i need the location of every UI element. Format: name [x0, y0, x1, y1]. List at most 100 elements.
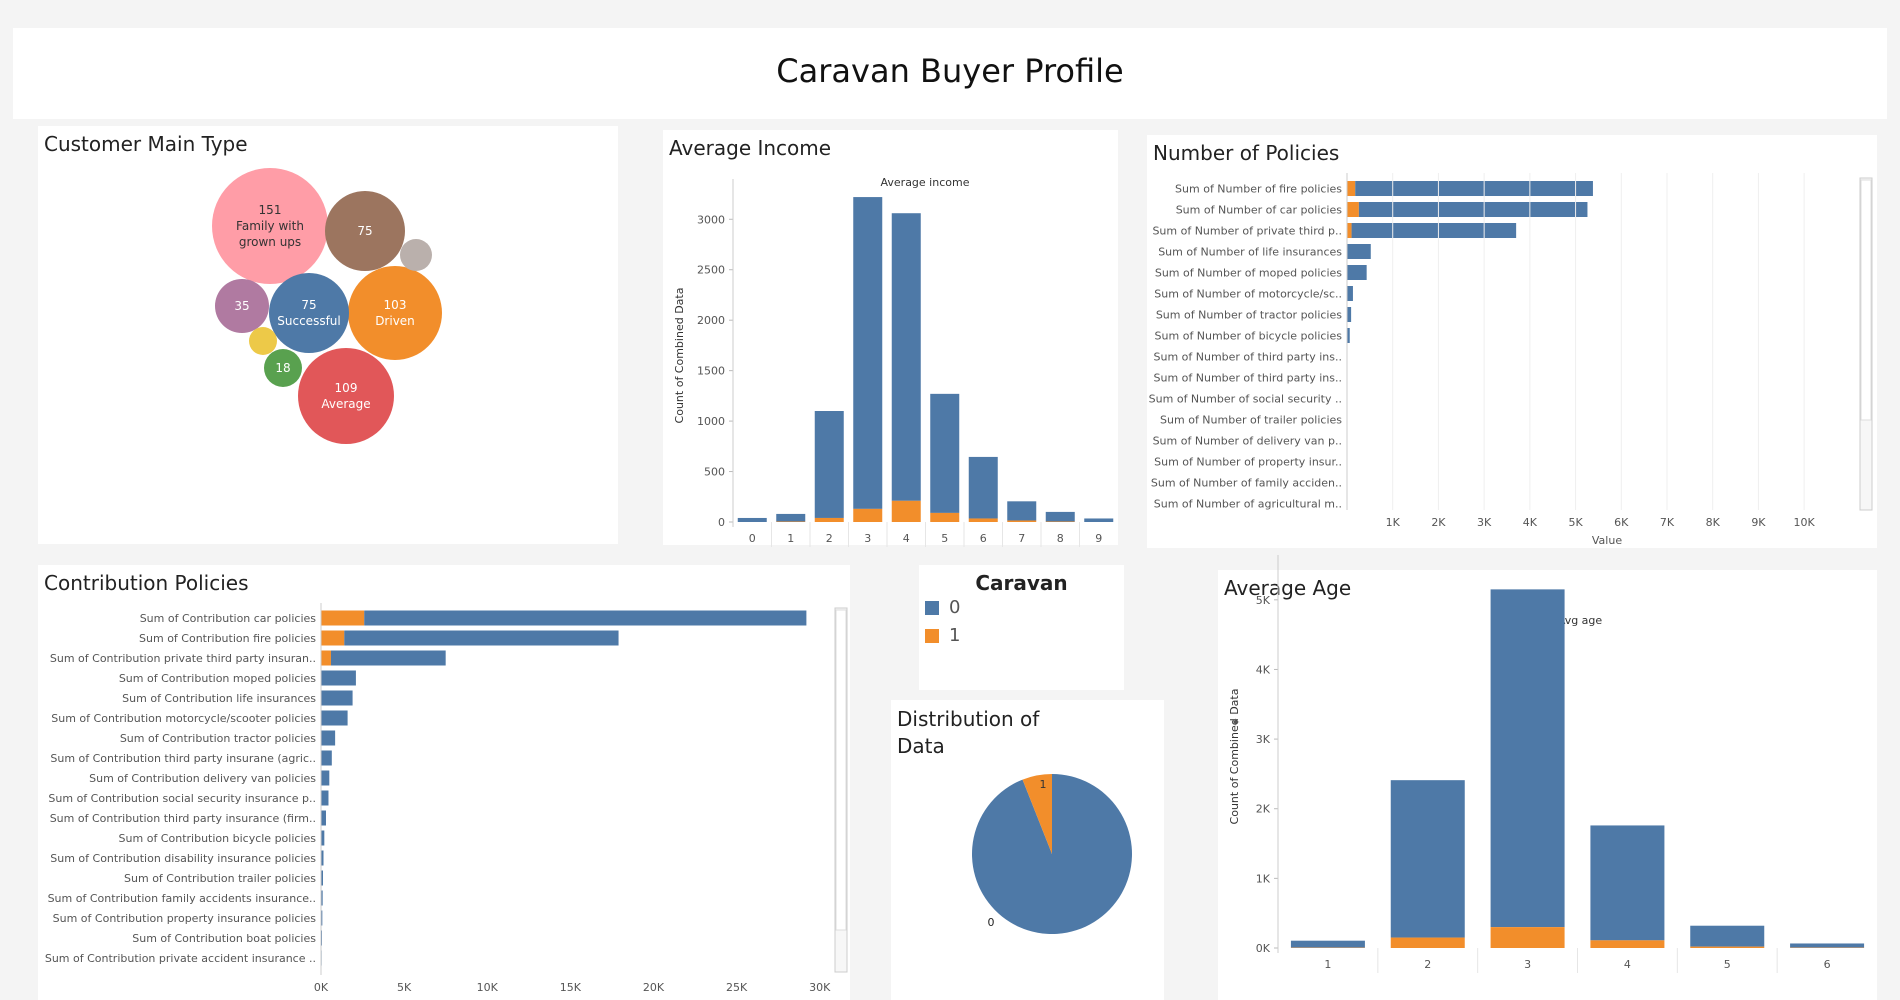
policies-x-tick-label: 5K [1568, 516, 1583, 529]
number-of-policies-title: Number of Policies [1153, 141, 1340, 165]
contribution-bar-class0 [321, 690, 353, 706]
income-y-tick-label: 500 [704, 466, 725, 479]
pie-label-1: 1 [1040, 778, 1047, 791]
income-bar-class1 [853, 508, 883, 522]
age-y-axis-label: Count of Combined Data [1228, 689, 1241, 825]
income-y-tick-label: 3000 [697, 213, 725, 226]
contribution-category-label: Sum of Contribution third party insuranc… [50, 812, 316, 825]
income-x-tick-label: 3 [864, 532, 871, 545]
age-x-tick-label: 3 [1524, 958, 1531, 971]
age-bar-class0 [1290, 940, 1365, 948]
number-of-policies-panel: Number of Policies Sum of Number of fire… [1147, 135, 1877, 548]
bubble [348, 266, 442, 360]
average-income-panel: Average Income Average income Count of Co… [663, 130, 1118, 547]
policies-x-tick-label: 1K [1386, 516, 1401, 529]
income-x-tick-label: 1 [787, 532, 794, 545]
age-y-tick-label: 5K [1256, 594, 1271, 607]
contribution-policies-panel: Contribution Policies Sum of Contributio… [38, 565, 850, 1000]
policies-category-label: Sum of Number of private third p.. [1152, 225, 1342, 238]
contribution-x-tick-label: 15K [560, 981, 582, 994]
contribution-x-tick-label: 5K [397, 981, 412, 994]
bubble-value: 103 [384, 298, 407, 312]
policies-category-label: Sum of Number of family acciden.. [1151, 477, 1342, 490]
policies-bar-class0 [1351, 223, 1517, 238]
policies-category-label: Sum of Number of agricultural m.. [1154, 498, 1342, 511]
income-bar-class1 [776, 521, 806, 522]
age-x-tick-label: 1 [1324, 958, 1331, 971]
policies-category-label: Sum of Number of bicycle policies [1155, 330, 1343, 343]
age-x-tick-label: 2 [1424, 958, 1431, 971]
age-pin-icon: ✦ [1231, 716, 1240, 729]
bubble-value: 35 [234, 299, 249, 313]
contribution-x-tick-label: 25K [726, 981, 748, 994]
legend-swatch-0 [925, 600, 939, 615]
policies-category-label: Sum of Number of moped policies [1155, 267, 1342, 280]
contribution-bar-class1 [321, 610, 365, 626]
income-x-tick-label: 6 [980, 532, 987, 545]
policies-scrollbar-thumb [1860, 179, 1872, 421]
dashboard-title: Caravan Buyer Profile [776, 52, 1124, 90]
contribution-bar-class0 [321, 850, 324, 866]
income-y-tick-label: 2500 [697, 264, 725, 277]
contribution-category-label: Sum of Contribution moped policies [119, 672, 316, 685]
income-y-tick-label: 0 [718, 516, 725, 529]
number-of-policies-chart: Sum of Number of fire policies Sum of Num… [1149, 173, 1873, 547]
income-x-tick-label: 8 [1057, 532, 1064, 545]
contribution-bar-class0 [321, 810, 326, 826]
income-bar-class0 [968, 456, 998, 519]
contribution-category-label: Sum of Contribution trailer policies [124, 872, 316, 885]
policies-bar-class1 [1347, 181, 1356, 196]
contribution-bar-class0 [321, 790, 329, 806]
bubble-value: 75 [301, 298, 316, 312]
policies-category-label: Sum of Number of third party ins.. [1153, 351, 1342, 364]
policies-bar-class0 [1347, 307, 1352, 322]
bubble-label: Average [321, 397, 370, 411]
policies-bar-class0 [1355, 181, 1593, 196]
age-bar-class1 [1490, 927, 1565, 948]
policies-x-tick-label: 7K [1660, 516, 1675, 529]
income-bar-class0 [1007, 501, 1037, 521]
average-income-chart: Average income Count of Combined Data 0 500… [673, 176, 1114, 547]
customer-main-type-bubble-chart: 151 Family with grown ups 109 Average 103 Driv… [212, 168, 442, 444]
income-bar-class0 [776, 513, 806, 522]
age-bar-class1 [1690, 946, 1765, 948]
policies-category-label: Sum of Number of fire policies [1175, 183, 1342, 196]
policies-category-label: Sum of Number of trailer policies [1160, 414, 1342, 427]
policies-category-label: Sum of Number of life insurances [1158, 246, 1342, 259]
policies-x-tick-label: 6K [1614, 516, 1629, 529]
contribution-x-tick-label: 10K [477, 981, 499, 994]
contribution-category-label: Sum of Contribution disability insurance… [50, 852, 316, 865]
legend-item-1[interactable]: 1 [925, 625, 960, 646]
age-y-tick-label: 4K [1256, 663, 1271, 676]
policies-bar-class0 [1347, 244, 1371, 259]
age-y-tick-label: 1K [1256, 872, 1271, 885]
bubble-value: 109 [335, 381, 358, 395]
contribution-bar-class0 [321, 670, 356, 686]
income-y-axis-label: Count of Combined Data [673, 288, 686, 424]
age-bar-class1 [1590, 940, 1665, 948]
bubble [298, 348, 394, 444]
legend-item-0[interactable]: 0 [925, 597, 960, 618]
policies-x-tick-label: 4K [1523, 516, 1538, 529]
policies-bar-class0 [1347, 286, 1353, 301]
policies-bar-class1 [1347, 202, 1359, 217]
contribution-bar-class0 [321, 730, 336, 746]
income-x-tick-label: 0 [749, 532, 756, 545]
contribution-category-label: Sum of Contribution third party insurane… [50, 752, 316, 765]
income-bar-class0 [1045, 511, 1075, 522]
contribution-category-label: Sum of Contribution fire policies [139, 632, 316, 645]
policies-x-tick-label: 3K [1477, 516, 1492, 529]
contribution-category-label: Sum of Contribution social security insu… [48, 792, 316, 805]
income-y-tick-label: 1000 [697, 415, 725, 428]
distribution-title: Distribution of Data [897, 707, 1040, 758]
income-bar-class0 [1084, 518, 1114, 522]
income-chart-subtitle: Average income [881, 176, 970, 189]
policies-category-label: Sum of Number of car policies [1176, 204, 1343, 217]
bubble-value: 18 [275, 361, 290, 375]
policies-bar-class0 [1347, 265, 1367, 280]
dashboard-header: Caravan Buyer Profile [13, 28, 1887, 119]
policies-bar-class0 [1347, 328, 1350, 343]
age-x-tick-label: 4 [1624, 958, 1631, 971]
contribution-bar-class0 [321, 830, 325, 846]
